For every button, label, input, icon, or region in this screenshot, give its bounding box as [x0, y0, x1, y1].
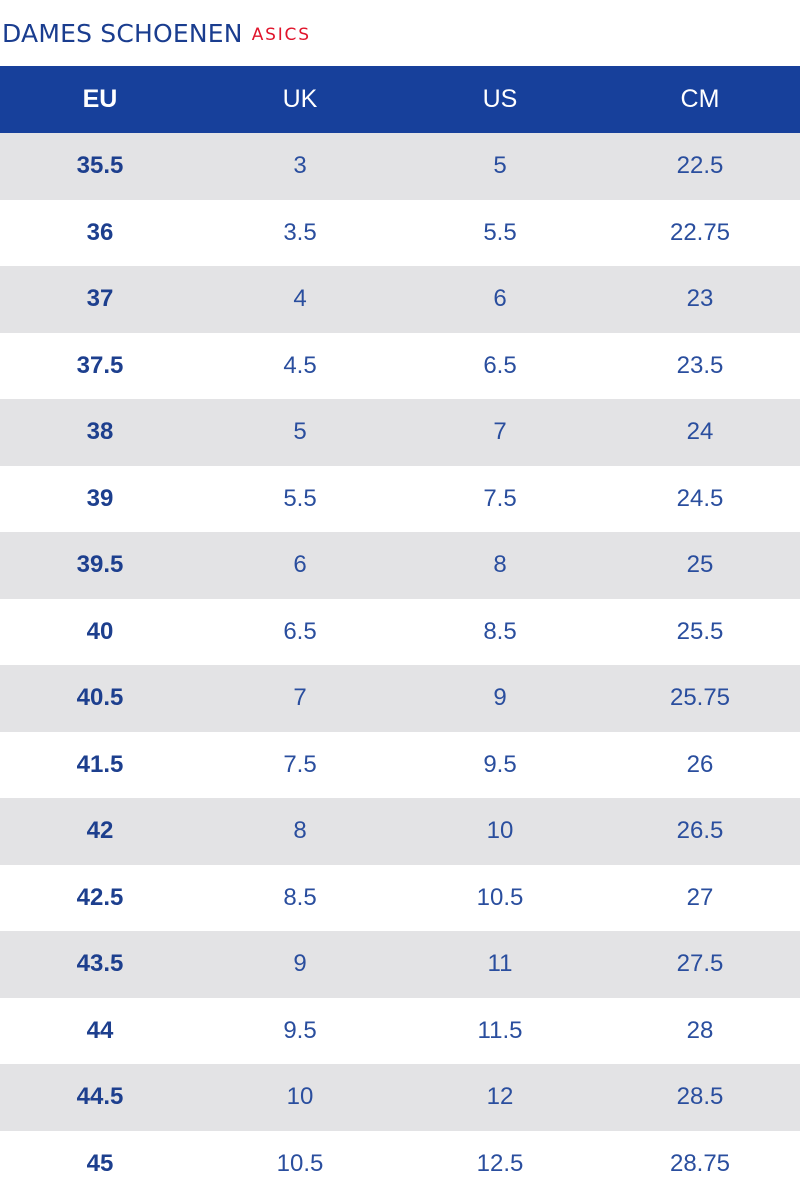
cell-eu: 39 — [0, 465, 200, 532]
cell-uk: 6.5 — [200, 598, 400, 665]
cell-uk: 10 — [200, 1064, 400, 1131]
table-row: 35.5 3 5 22.5 — [0, 133, 800, 200]
cell-eu: 37 — [0, 266, 200, 333]
cell-us: 7 — [400, 399, 600, 466]
cell-cm: 23 — [600, 266, 800, 333]
column-header-us: US — [400, 66, 600, 133]
table-row: 37 4 6 23 — [0, 266, 800, 333]
cell-eu: 36 — [0, 199, 200, 266]
table-row: 36 3.5 5.5 22.75 — [0, 199, 800, 266]
cell-eu: 44.5 — [0, 1064, 200, 1131]
table-row: 41.5 7.5 9.5 26 — [0, 731, 800, 798]
cell-eu: 39.5 — [0, 532, 200, 599]
cell-uk: 9 — [200, 931, 400, 998]
cell-eu: 44 — [0, 997, 200, 1064]
cell-us: 5 — [400, 133, 600, 200]
table-body: 35.5 3 5 22.5 36 3.5 5.5 22.75 37 4 6 23 37.5 4.5 6.5 2… — [0, 133, 800, 1197]
table-row: 44.5 10 12 28.5 — [0, 1064, 800, 1131]
cell-cm: 27.5 — [600, 931, 800, 998]
cell-eu: 35.5 — [0, 133, 200, 200]
cell-cm: 22.75 — [600, 199, 800, 266]
table-row: 45 10.5 12.5 28.75 — [0, 1130, 800, 1197]
cell-cm: 28.5 — [600, 1064, 800, 1131]
table-row: 44 9.5 11.5 28 — [0, 997, 800, 1064]
cell-eu: 40 — [0, 598, 200, 665]
table-row: 39 5.5 7.5 24.5 — [0, 465, 800, 532]
table-row: 42.5 8.5 10.5 27 — [0, 864, 800, 931]
cell-cm: 25.5 — [600, 598, 800, 665]
cell-us: 6 — [400, 266, 600, 333]
title-main: DAMES SCHOENEN — [2, 18, 243, 48]
cell-eu: 41.5 — [0, 731, 200, 798]
cell-cm: 23.5 — [600, 332, 800, 399]
cell-us: 6.5 — [400, 332, 600, 399]
cell-eu: 40.5 — [0, 665, 200, 732]
cell-us: 11.5 — [400, 997, 600, 1064]
cell-eu: 42 — [0, 798, 200, 865]
cell-cm: 26 — [600, 731, 800, 798]
cell-uk: 4.5 — [200, 332, 400, 399]
table-row: 40 6.5 8.5 25.5 — [0, 598, 800, 665]
cell-us: 9.5 — [400, 731, 600, 798]
cell-uk: 8 — [200, 798, 400, 865]
cell-uk: 7 — [200, 665, 400, 732]
cell-us: 10.5 — [400, 864, 600, 931]
cell-us: 8.5 — [400, 598, 600, 665]
cell-cm: 27 — [600, 864, 800, 931]
cell-uk: 5 — [200, 399, 400, 466]
cell-eu: 38 — [0, 399, 200, 466]
cell-us: 8 — [400, 532, 600, 599]
page-title: DAMES SCHOENEN ASICS — [0, 0, 800, 66]
cell-us: 10 — [400, 798, 600, 865]
cell-eu: 43.5 — [0, 931, 200, 998]
table-row: 39.5 6 8 25 — [0, 532, 800, 599]
table-row: 43.5 9 11 27.5 — [0, 931, 800, 998]
cell-uk: 6 — [200, 532, 400, 599]
cell-uk: 3.5 — [200, 199, 400, 266]
column-header-eu: EU — [0, 66, 200, 133]
cell-us: 12 — [400, 1064, 600, 1131]
cell-uk: 9.5 — [200, 997, 400, 1064]
cell-cm: 26.5 — [600, 798, 800, 865]
cell-cm: 28 — [600, 997, 800, 1064]
cell-eu: 37.5 — [0, 332, 200, 399]
cell-cm: 24 — [600, 399, 800, 466]
cell-us: 11 — [400, 931, 600, 998]
table-row: 40.5 7 9 25.75 — [0, 665, 800, 732]
cell-cm: 28.75 — [600, 1130, 800, 1197]
brand-name: ASICS — [251, 25, 311, 45]
column-header-cm: CM — [600, 66, 800, 133]
cell-us: 5.5 — [400, 199, 600, 266]
cell-cm: 24.5 — [600, 465, 800, 532]
size-table: EU UK US CM 35.5 3 5 22.5 36 3.5 5.5 22.75 37 4 6 2… — [0, 66, 800, 1197]
cell-uk: 8.5 — [200, 864, 400, 931]
cell-eu: 42.5 — [0, 864, 200, 931]
cell-cm: 25.75 — [600, 665, 800, 732]
cell-uk: 7.5 — [200, 731, 400, 798]
cell-uk: 3 — [200, 133, 400, 200]
cell-us: 9 — [400, 665, 600, 732]
cell-uk: 4 — [200, 266, 400, 333]
cell-cm: 22.5 — [600, 133, 800, 200]
cell-us: 12.5 — [400, 1130, 600, 1197]
cell-us: 7.5 — [400, 465, 600, 532]
table-row: 38 5 7 24 — [0, 399, 800, 466]
column-header-uk: UK — [200, 66, 400, 133]
cell-uk: 5.5 — [200, 465, 400, 532]
table-row: 37.5 4.5 6.5 23.5 — [0, 332, 800, 399]
table-row: 42 8 10 26.5 — [0, 798, 800, 865]
cell-uk: 10.5 — [200, 1130, 400, 1197]
cell-cm: 25 — [600, 532, 800, 599]
cell-eu: 45 — [0, 1130, 200, 1197]
table-header-row: EU UK US CM — [0, 66, 800, 133]
